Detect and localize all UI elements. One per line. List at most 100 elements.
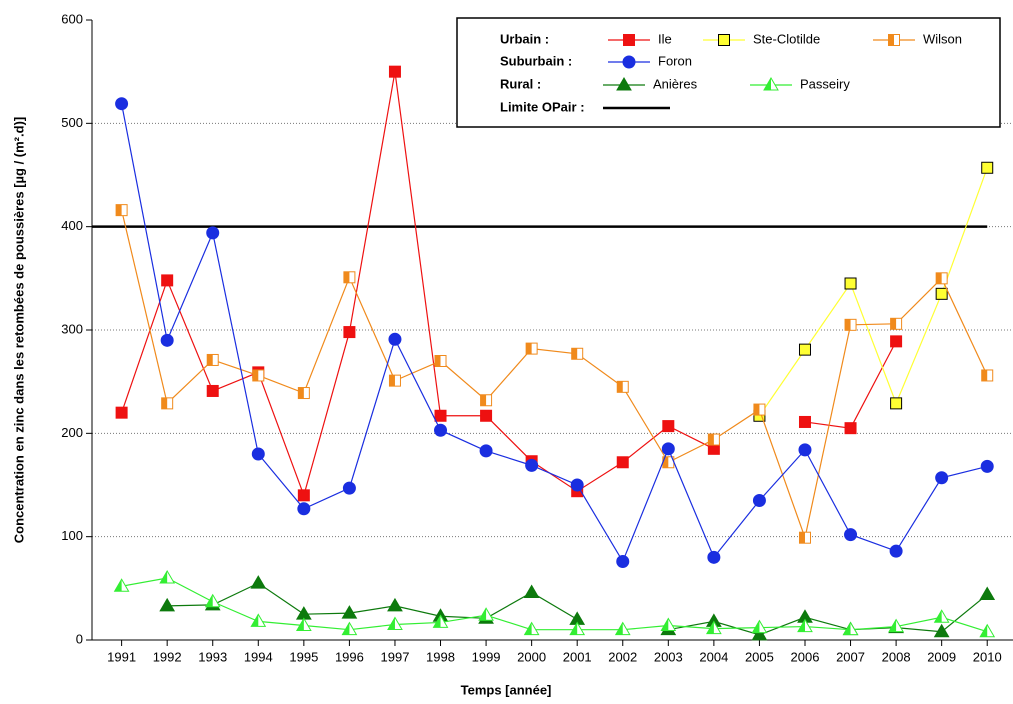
marker-half [387, 617, 395, 630]
marker [616, 456, 629, 469]
y-tick-label: 0 [76, 631, 83, 646]
series-line [121, 577, 988, 633]
x-tick-label: 1999 [472, 649, 501, 664]
marker [888, 618, 904, 633]
marker [387, 597, 403, 612]
x-tick-label: 2003 [654, 649, 683, 664]
marker [250, 575, 267, 589]
marker-shape [933, 623, 950, 638]
marker [935, 287, 948, 300]
marker [523, 584, 540, 598]
marker-half [797, 619, 805, 632]
marker [980, 459, 994, 473]
series-line [121, 103, 988, 563]
marker [206, 353, 219, 366]
marker-shape [206, 384, 219, 397]
marker-shape [752, 494, 766, 507]
marker-half [981, 369, 988, 381]
marker [751, 619, 768, 634]
marker [206, 384, 219, 397]
marker [250, 613, 267, 627]
marker [752, 494, 766, 507]
x-axis-label: Temps [année] [461, 682, 552, 697]
marker [842, 621, 859, 636]
marker [523, 621, 540, 636]
y-axis-label: Concentration en zinc dans les retombées… [11, 117, 26, 543]
marker [616, 77, 632, 91]
marker-shape [115, 406, 128, 419]
legend-group: Limite OPair : [500, 99, 585, 114]
marker-shape [434, 409, 447, 422]
marker [844, 528, 858, 542]
x-tick-label: 1991 [107, 649, 136, 664]
marker-half [615, 622, 623, 635]
series-line [121, 209, 988, 540]
x-tick-label: 1996 [335, 649, 364, 664]
marker-half [114, 579, 122, 592]
marker-shape [523, 584, 540, 598]
marker [933, 623, 950, 638]
marker-half [116, 204, 122, 216]
x-tick-label: 1993 [198, 649, 227, 664]
marker-shape [616, 77, 632, 91]
marker [115, 97, 129, 111]
marker [432, 614, 449, 628]
legend-label: Foron [658, 53, 692, 68]
marker [115, 406, 128, 419]
marker [706, 620, 722, 635]
marker-half [889, 619, 897, 632]
marker [295, 617, 312, 632]
marker-shape [662, 420, 675, 433]
marker [889, 544, 903, 558]
marker-shape [387, 597, 403, 612]
marker-half [890, 318, 897, 330]
marker-shape [525, 458, 539, 472]
marker-half [934, 610, 942, 623]
marker [844, 277, 857, 290]
marker [206, 226, 220, 240]
marker-half [570, 622, 578, 635]
marker-shape [388, 65, 401, 78]
marker [844, 422, 857, 435]
marker [935, 272, 948, 285]
marker [707, 433, 720, 446]
marker-half [205, 594, 213, 607]
marker-shape [890, 335, 903, 348]
marker-shape [935, 471, 949, 485]
y-tick-label: 100 [61, 528, 83, 543]
marker [161, 274, 174, 287]
marker [115, 204, 128, 217]
marker-half [888, 34, 894, 46]
marker [478, 607, 494, 621]
marker [297, 502, 311, 516]
marker-half [764, 78, 771, 90]
marker-half [662, 456, 669, 468]
marker [763, 77, 779, 91]
marker [798, 443, 812, 457]
marker-shape [343, 326, 356, 339]
marker [570, 478, 584, 492]
marker-shape [161, 274, 174, 287]
marker-shape [718, 34, 730, 46]
marker-shape [844, 422, 857, 435]
y-tick-label: 200 [61, 425, 83, 440]
marker [161, 397, 174, 410]
marker-shape [250, 575, 267, 589]
marker [159, 570, 176, 584]
marker [718, 34, 730, 46]
marker-shape [661, 442, 675, 456]
marker-shape [616, 456, 629, 469]
series-line [167, 582, 988, 636]
marker-shape [622, 55, 636, 69]
marker [888, 34, 900, 46]
marker-half [207, 354, 213, 366]
marker-shape [616, 554, 630, 568]
legend-label: Wilson [923, 31, 962, 46]
marker [525, 458, 539, 472]
marker [571, 347, 584, 360]
x-tick-label: 2001 [563, 649, 592, 664]
x-tick-label: 2004 [699, 649, 728, 664]
marker [798, 343, 811, 356]
marker-shape [206, 226, 220, 240]
marker [434, 423, 448, 437]
